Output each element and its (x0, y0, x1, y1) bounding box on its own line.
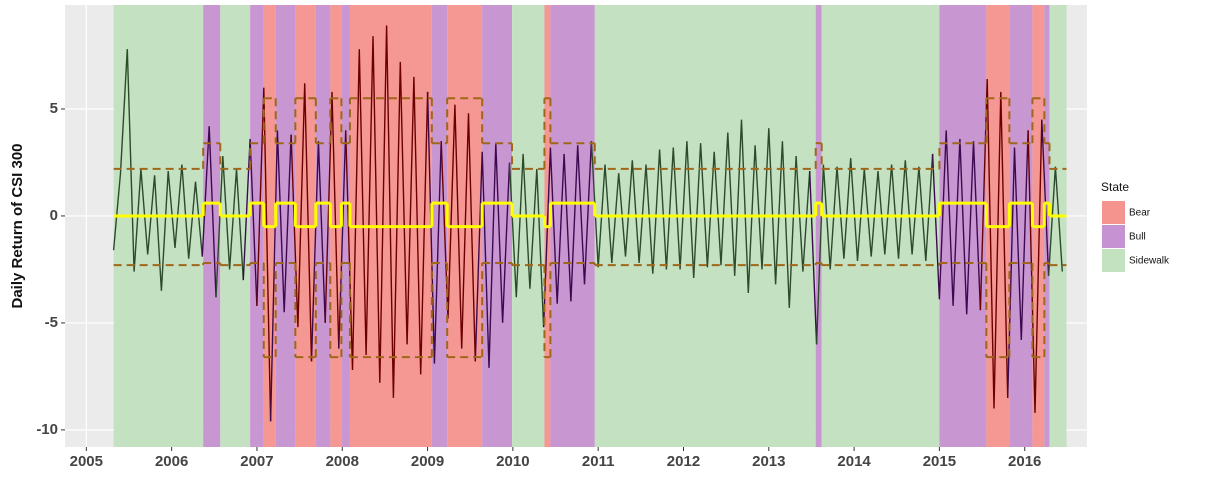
legend-label: Bear (1129, 208, 1151, 219)
return-line (474, 143, 511, 368)
return-line (112, 49, 203, 291)
return-line (324, 91, 340, 349)
x-tick-label: 2012 (667, 453, 700, 470)
x-tick-label: 2010 (496, 453, 529, 470)
state-region (203, 5, 221, 447)
state-region (1009, 5, 1033, 447)
state-region (550, 5, 595, 447)
x-tick-label: 2013 (752, 453, 785, 470)
return-line (815, 153, 934, 345)
y-tick-label: 5 (50, 100, 58, 117)
return-line (1027, 119, 1043, 413)
return-line (269, 130, 292, 422)
state-region (275, 5, 296, 447)
state-region (815, 5, 822, 447)
return-line (542, 141, 593, 328)
state-region (220, 5, 251, 447)
return-line (508, 153, 545, 328)
return-line (1007, 130, 1029, 398)
y-tick-label: -5 (45, 314, 58, 331)
state-region (1049, 5, 1067, 447)
y-axis-label: Daily Return of CSI 300 (9, 143, 26, 308)
y-tick-label: -10 (36, 421, 58, 438)
return-line (345, 25, 429, 398)
x-tick-label: 2015 (923, 453, 956, 470)
return-line (290, 83, 313, 362)
x-tick-label: 2014 (837, 453, 871, 470)
legend-label: Bull (1129, 232, 1146, 243)
state-region (250, 5, 264, 447)
return-line (590, 119, 811, 308)
state-region (315, 5, 331, 447)
x-tick-label: 2011 (582, 453, 615, 470)
legend-key (1102, 249, 1125, 272)
legend-title: State (1101, 180, 1129, 194)
return-line (426, 91, 442, 364)
x-tick-label: 2005 (70, 453, 103, 470)
x-tick-label: 2016 (1008, 453, 1041, 470)
return-line (256, 87, 272, 422)
state-region (482, 5, 513, 447)
x-tick-label: 2007 (240, 453, 273, 470)
x-tick-label: 2008 (326, 453, 359, 470)
return-line (338, 130, 347, 349)
legend-label: Sidewalk (1129, 256, 1170, 267)
return-line (979, 78, 1009, 409)
x-tick-label: 2009 (411, 453, 444, 470)
state-region (341, 5, 350, 447)
return-line (215, 155, 244, 298)
return-line (809, 170, 818, 345)
return-line (1041, 119, 1050, 276)
return-line (1047, 166, 1063, 276)
x-tick-label: 2006 (155, 453, 188, 470)
return-line (242, 138, 258, 306)
return-line (931, 130, 982, 315)
legend-key (1102, 225, 1125, 248)
state-region (113, 5, 204, 447)
legend-key (1102, 201, 1125, 224)
state-region (821, 5, 940, 447)
y-tick-label: 0 (50, 207, 58, 224)
